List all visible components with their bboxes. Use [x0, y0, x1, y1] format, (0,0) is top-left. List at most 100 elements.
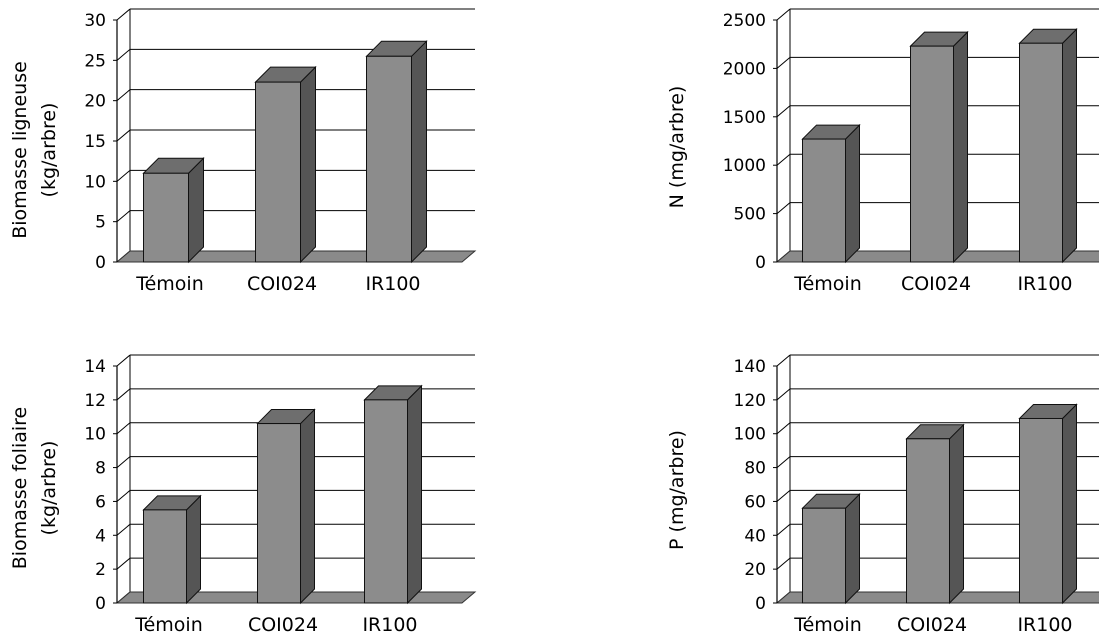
- wall-tick: [116, 456, 131, 468]
- bar-side: [188, 157, 204, 264]
- bar-1: [254, 65, 317, 264]
- y-tick-label: 140: [734, 357, 766, 377]
- y-tick-label: 30: [84, 11, 106, 31]
- y-tick-label: 8: [95, 459, 106, 479]
- bar-front: [364, 399, 408, 604]
- bar-side: [186, 494, 201, 605]
- x-category-label: Témoin: [134, 614, 203, 636]
- bar-front: [910, 45, 954, 263]
- y-tick-label: 1000: [723, 156, 766, 176]
- wall-tick: [116, 354, 131, 367]
- y-axis-label: P (mg/arbre): [666, 430, 688, 550]
- y-tick-label: 80: [744, 459, 766, 479]
- y-axis-label: N (mg/arbre): [666, 86, 688, 209]
- y-tick-label: 2000: [723, 59, 766, 79]
- wall-tick: [776, 490, 791, 502]
- y-tick-label: 100: [734, 425, 766, 445]
- bar-front: [257, 423, 301, 604]
- bar-front: [143, 172, 189, 263]
- bar-front: [906, 438, 950, 604]
- x-category-label: Témoin: [793, 273, 862, 295]
- y-tick-label: 40: [744, 526, 766, 546]
- wall-tick: [116, 210, 131, 223]
- bar-front: [255, 81, 301, 263]
- y-tick-label: 20: [84, 92, 106, 112]
- bar-side: [407, 384, 422, 605]
- bar-2: [1018, 403, 1078, 605]
- bar-side: [845, 492, 860, 605]
- bar-front: [1019, 417, 1063, 604]
- y-tick-label: 1500: [723, 108, 766, 128]
- y-axis-label: (kg/arbre): [38, 441, 60, 536]
- y-tick-label: 0: [95, 253, 106, 273]
- wall-tick: [776, 153, 791, 166]
- y-tick-label: 10: [84, 425, 106, 445]
- wall-tick: [776, 354, 791, 367]
- bar-front: [366, 55, 412, 263]
- wall-tick: [116, 89, 131, 102]
- bar-2: [363, 384, 423, 605]
- bar-side: [300, 65, 316, 264]
- y-tick-label: 60: [744, 492, 766, 512]
- bar-0: [142, 494, 202, 605]
- y-tick-label: 12: [84, 391, 106, 411]
- bar-side: [845, 123, 860, 264]
- wall-tick: [776, 57, 791, 69]
- wall-tick: [776, 422, 791, 435]
- x-category-label: Témoin: [793, 614, 862, 636]
- wall-tick: [116, 169, 131, 182]
- chart-panel-leaf-biomass: 0 2 4 6 8 10 12 14 Témoin COI024 IR100 Biomasse fol…: [9, 354, 477, 636]
- bar-front: [143, 509, 187, 604]
- y-tick-label: 14: [84, 357, 106, 377]
- y-axis-label: (kg/arbre): [38, 103, 60, 198]
- wall-tick: [116, 557, 131, 570]
- y-tick-label: 10: [84, 172, 106, 192]
- bar-front: [802, 507, 846, 604]
- bar-2: [1018, 28, 1078, 264]
- y-tick-label: 15: [84, 132, 106, 152]
- x-category-label: IR100: [362, 614, 417, 636]
- y-tick-label: 20: [744, 560, 766, 580]
- bar-0: [142, 157, 205, 264]
- wall-tick: [776, 105, 791, 118]
- bar-side: [300, 408, 315, 605]
- bar-side: [953, 30, 968, 264]
- y-tick-label: 0: [755, 253, 766, 273]
- wall-tick: [116, 129, 131, 142]
- y-tick-label: 6: [95, 492, 106, 512]
- chart-panel-wood-biomass: 0 5 10 15 20 25 30 Témoin COI024 IR100 Biomasse li…: [9, 8, 477, 295]
- y-tick-label: 500: [734, 205, 766, 225]
- wall-tick: [776, 557, 791, 570]
- x-category-label: IR100: [1017, 614, 1072, 636]
- wall-tick: [116, 523, 131, 536]
- wall-tick: [116, 388, 131, 401]
- bar-front: [802, 138, 846, 263]
- bar-side: [1062, 403, 1077, 605]
- x-category-label: IR100: [1017, 273, 1072, 295]
- bar-side: [1062, 28, 1077, 264]
- y-tick-label: 0: [95, 594, 106, 614]
- wall-tick: [776, 456, 791, 468]
- y-tick-label: 5: [95, 213, 106, 233]
- bar-side: [411, 40, 427, 264]
- y-tick-label: 120: [734, 391, 766, 411]
- y-tick-label: 2: [95, 560, 106, 580]
- chart-panel-phosphorus: 0 20 40 60 80 100 120 140 Témoin COI024 IR100 P (mg…: [666, 354, 1099, 636]
- bar-1: [905, 423, 965, 605]
- bar-side: [949, 423, 964, 605]
- wall-tick: [116, 490, 131, 502]
- wall-tick: [776, 8, 791, 21]
- wall-tick: [116, 48, 131, 61]
- y-axis-label: Biomasse foliaire: [9, 407, 31, 570]
- x-category-label: IR100: [365, 273, 420, 295]
- y-tick-label: 0: [755, 594, 766, 614]
- x-category-label: COI024: [248, 614, 318, 636]
- bar-0: [801, 123, 861, 264]
- x-category-label: Témoin: [135, 273, 204, 295]
- y-tick-label: 25: [84, 51, 106, 71]
- wall-tick: [776, 202, 791, 214]
- y-tick-label: 4: [95, 526, 106, 546]
- wall-tick: [776, 388, 791, 401]
- y-tick-label: 2500: [723, 11, 766, 31]
- x-category-label: COI024: [901, 273, 971, 295]
